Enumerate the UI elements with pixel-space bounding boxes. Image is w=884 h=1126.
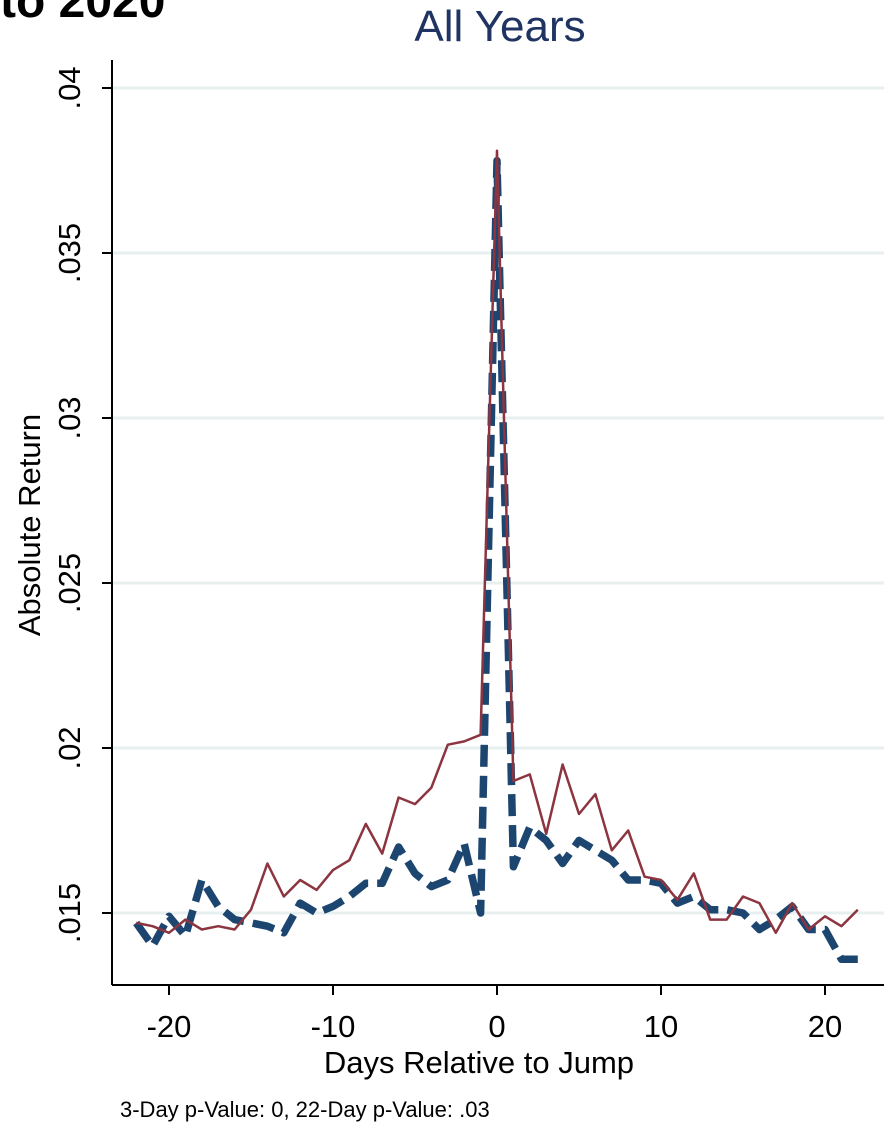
y-tick-label: .03 <box>52 396 87 439</box>
series-line-dashed <box>133 156 858 963</box>
y-axis-label: Absolute Return <box>12 414 47 636</box>
x-axis-label: Days Relative to Jump <box>324 1045 634 1080</box>
series-line-solid <box>135 149 859 935</box>
x-tick-label: -20 <box>147 1009 192 1044</box>
y-tick-label: .025 <box>52 553 87 613</box>
x-tick-label: 0 <box>488 1009 505 1044</box>
gridlines <box>112 86 884 915</box>
y-tick-label: .035 <box>52 223 87 283</box>
panel-title: All Years <box>414 2 586 51</box>
y-tick-label: .02 <box>52 726 87 769</box>
y-tick-label: .015 <box>52 883 87 943</box>
x-axis-ticks: -20 -10 0 10 20 <box>147 985 842 1044</box>
y-axis-ticks: .015 .02 .025 .03 .035 .04 <box>52 66 112 943</box>
x-tick-label: -10 <box>311 1009 356 1044</box>
x-tick-label: 20 <box>808 1009 842 1044</box>
x-tick-label: 10 <box>644 1009 678 1044</box>
y-tick-label: .04 <box>52 66 87 109</box>
cut-off-figure-title: to 2020 <box>0 0 166 28</box>
p-value-note: 3-Day p-Value: 0, 22-Day p-Value: .03 <box>120 1097 490 1122</box>
series-lines <box>133 149 859 963</box>
